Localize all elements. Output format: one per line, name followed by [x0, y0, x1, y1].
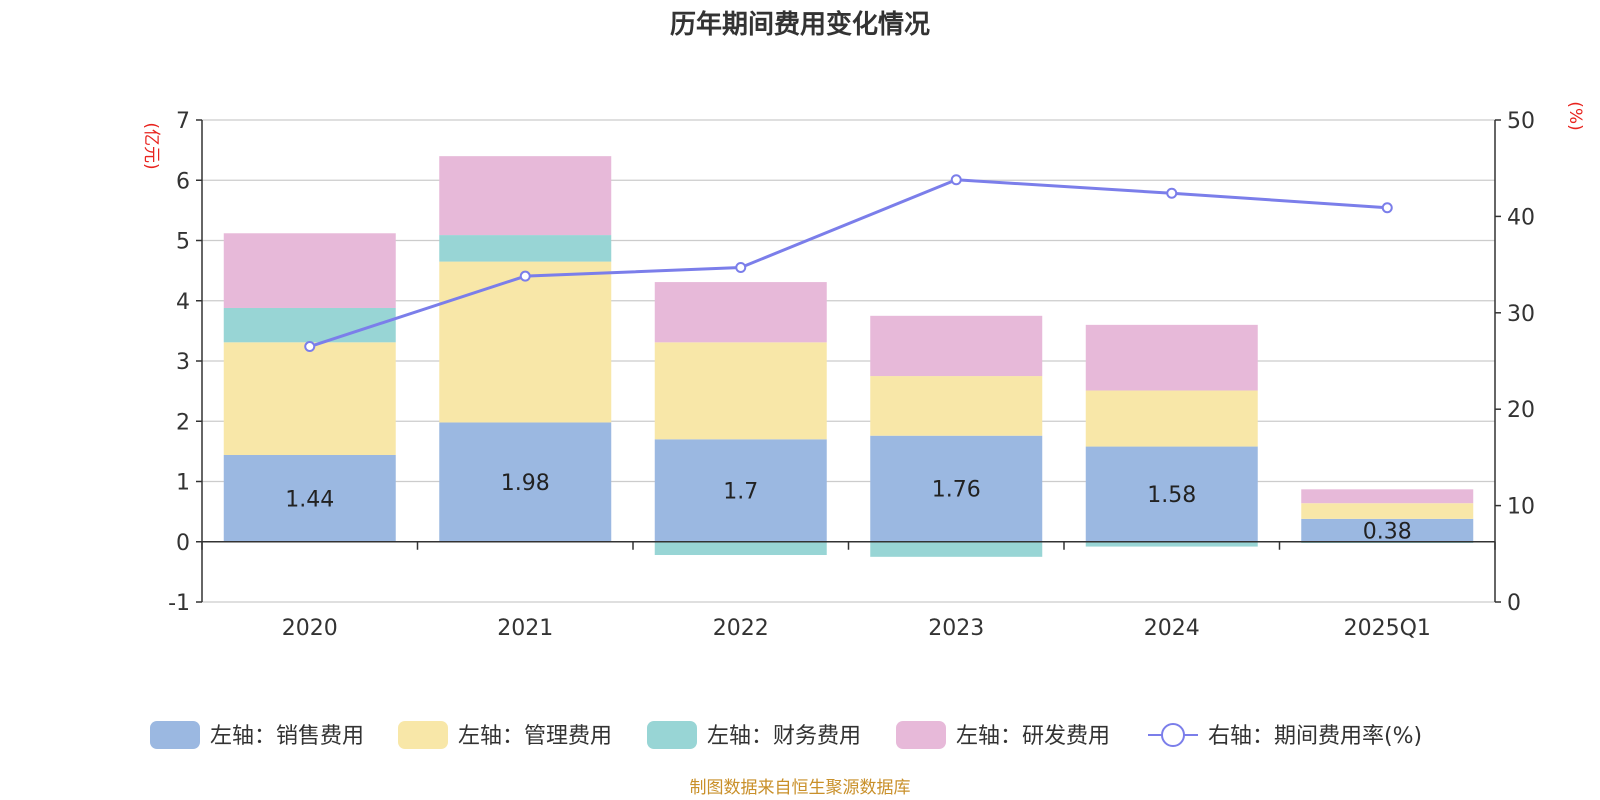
legend-item[interactable]: 右轴：期间费用率(%): [1148, 723, 1422, 749]
bar-data-label: 1.58: [1147, 483, 1196, 508]
bar-segment: [439, 261, 612, 423]
rate-point: [1166, 187, 1178, 199]
legend-label: 左轴：财务费用: [707, 724, 861, 749]
bar-segment: [223, 454, 396, 542]
legend-swatch: [398, 721, 448, 749]
left-tick-label: 5: [176, 230, 190, 255]
bar-data-label: 1.7: [723, 480, 758, 505]
category-label: 2024: [1144, 616, 1200, 641]
bar-segment: [223, 307, 396, 343]
bar-segment: [1301, 503, 1474, 519]
bar-segment: [439, 156, 612, 236]
bar-segment: [1301, 518, 1474, 542]
left-tick-label: 1: [176, 471, 190, 496]
bar-segment: [1085, 446, 1258, 542]
bar-segment: [654, 439, 827, 542]
legend-marker: [1161, 723, 1185, 747]
left-tick-label: 0: [176, 531, 190, 556]
bar-segment: [1085, 324, 1258, 391]
bar-segment: [870, 376, 1043, 436]
rate-polyline: [309, 178, 1388, 348]
bar-segment: [439, 235, 612, 262]
right-axis-unit: (%): [1565, 101, 1585, 130]
legend-item[interactable]: 左轴：研发费用: [896, 721, 1110, 749]
right-tick-label: 0: [1507, 591, 1521, 616]
bar-data-label: 1.98: [501, 471, 550, 496]
bar-segment: [1301, 489, 1474, 504]
legend-swatch: [896, 721, 946, 749]
bar-data-label: 1.44: [285, 487, 334, 512]
right-tick-label: 50: [1507, 109, 1535, 134]
left-tick-label: 2: [176, 410, 190, 435]
bar-segment: [223, 233, 396, 308]
bar-segment: [870, 435, 1043, 542]
left-tick-label: 6: [176, 169, 190, 194]
legend-swatch: [647, 721, 697, 749]
category-label: 2020: [282, 616, 338, 641]
category-label: 2022: [713, 616, 769, 641]
chart-title: 历年期间费用变化情况: [670, 9, 930, 40]
legend-item[interactable]: 左轴：财务费用: [647, 721, 861, 749]
rate-point: [304, 341, 316, 353]
rate-point: [1381, 202, 1393, 214]
category-label: 2025Q1: [1344, 616, 1431, 641]
legend-label: 左轴：销售费用: [210, 724, 364, 749]
category-label: 2023: [928, 616, 984, 641]
right-tick-label: 30: [1507, 302, 1535, 327]
left-axis-unit: (亿元): [141, 122, 161, 169]
legend-swatch: [150, 721, 200, 749]
bar-segment: [654, 541, 827, 556]
source-note: 制图数据来自恒生聚源数据库: [690, 778, 911, 798]
bar-segment: [870, 541, 1043, 557]
rate-point: [735, 261, 747, 273]
legend-item[interactable]: 左轴：销售费用: [150, 721, 364, 749]
right-tick-label: 20: [1507, 398, 1535, 423]
bar-segment: [1085, 541, 1258, 547]
rate-line: [304, 174, 1393, 353]
right-tick-label: 40: [1507, 205, 1535, 230]
rate-point: [519, 270, 531, 282]
rate-point: [950, 174, 962, 186]
legend-item[interactable]: 左轴：管理费用: [398, 721, 612, 749]
bars: [223, 156, 1474, 557]
axes: -1 0 1 2 3 4 5 6 7 0 10 20 30 40 50 2020 2021 2022 2023 202…: [168, 109, 1535, 641]
bar-segment: [654, 342, 827, 440]
legend-label: 右轴：期间费用率(%): [1208, 724, 1422, 749]
category-label: 2021: [497, 616, 553, 641]
legend-label: 左轴：管理费用: [458, 724, 612, 749]
left-tick-label: 7: [176, 109, 190, 134]
legend: 左轴：销售费用 左轴：管理费用 左轴：财务费用 左轴：研发费用 右轴：期间费用率(%): [150, 721, 1422, 749]
legend-label: 左轴：研发费用: [956, 724, 1110, 749]
left-tick-label: 4: [176, 290, 190, 315]
left-tick-label: -1: [168, 591, 190, 616]
bar-segment: [223, 342, 396, 455]
bar-data-label: 0.38: [1363, 519, 1412, 544]
right-tick-label: 10: [1507, 495, 1535, 520]
grid: [202, 119, 1495, 603]
bar-segment: [654, 282, 827, 343]
bar-segment: [439, 422, 612, 542]
bar-data-label: 1.76: [932, 478, 981, 503]
left-tick-label: 3: [176, 350, 190, 375]
data-labels: 1.44 1.98 1.7 1.76 1.58 0.38: [285, 471, 1411, 544]
bar-segment: [1085, 390, 1258, 447]
bar-segment: [870, 315, 1043, 377]
